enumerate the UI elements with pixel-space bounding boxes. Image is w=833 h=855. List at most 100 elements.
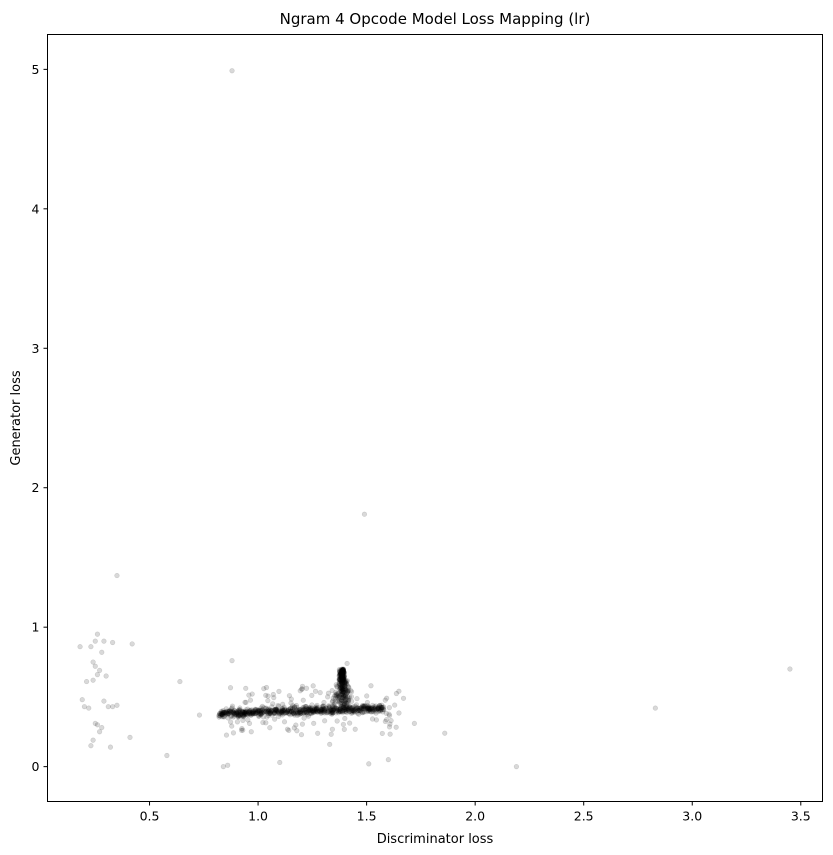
data-point	[346, 708, 353, 714]
data-point	[310, 683, 316, 689]
data-point	[326, 705, 332, 711]
data-point	[261, 709, 268, 715]
data-point	[338, 689, 344, 695]
data-point	[247, 707, 253, 714]
data-point	[239, 711, 245, 717]
data-point	[342, 679, 348, 685]
data-point	[276, 711, 282, 717]
data-point	[110, 704, 116, 710]
data-point	[218, 708, 224, 715]
data-point	[248, 711, 255, 717]
data-point	[352, 703, 358, 709]
data-point	[381, 704, 387, 710]
data-point	[343, 687, 349, 693]
data-point	[242, 712, 248, 718]
data-point	[236, 711, 242, 717]
data-point	[340, 674, 347, 681]
data-point	[373, 703, 379, 709]
data-point	[259, 706, 266, 713]
data-point	[380, 709, 386, 715]
data-point	[341, 673, 347, 679]
data-point	[343, 697, 349, 703]
data-point	[343, 680, 350, 686]
data-point	[383, 710, 389, 716]
data-point	[308, 708, 314, 714]
data-point	[375, 706, 382, 712]
data-point	[339, 673, 346, 679]
data-point	[386, 724, 393, 730]
data-point	[311, 706, 318, 712]
data-point	[310, 709, 316, 716]
data-point	[301, 706, 307, 712]
data-point	[359, 705, 365, 711]
data-point	[243, 709, 249, 715]
data-point	[239, 709, 246, 715]
data-point	[241, 709, 247, 715]
data-point	[263, 705, 269, 711]
data-point	[350, 705, 356, 711]
data-point	[299, 721, 306, 727]
data-point	[289, 711, 295, 717]
data-point	[375, 705, 381, 712]
data-point	[342, 693, 348, 699]
data-point	[364, 702, 371, 709]
data-point	[341, 669, 347, 675]
data-point	[339, 683, 345, 689]
data-point	[337, 669, 343, 675]
data-point	[319, 706, 325, 713]
data-point	[337, 684, 344, 691]
data-point	[338, 666, 344, 673]
data-point	[280, 707, 286, 713]
data-point	[340, 670, 346, 676]
data-point	[329, 708, 335, 715]
data-point	[330, 707, 336, 713]
data-point	[340, 671, 346, 677]
data-point	[343, 691, 349, 697]
data-point	[255, 707, 261, 713]
data-point	[263, 692, 269, 698]
data-point	[245, 712, 251, 718]
data-point	[250, 711, 256, 717]
data-point	[359, 706, 365, 712]
data-point	[263, 708, 269, 714]
data-point	[340, 710, 346, 716]
data-point	[264, 714, 270, 720]
data-point	[329, 726, 335, 732]
data-point	[278, 709, 284, 715]
data-point	[294, 707, 300, 714]
data-point	[307, 706, 313, 712]
data-point	[340, 695, 347, 701]
x-tick-label: 0.5	[140, 809, 160, 824]
data-point	[341, 701, 348, 707]
data-point	[286, 727, 292, 733]
data-point	[301, 710, 307, 716]
data-point	[272, 716, 278, 722]
data-point	[88, 644, 94, 650]
data-point	[237, 707, 243, 713]
data-point	[246, 709, 252, 715]
data-point	[284, 726, 291, 732]
data-point	[314, 708, 321, 714]
data-point	[240, 712, 246, 718]
data-point	[225, 711, 231, 717]
data-point	[370, 709, 377, 715]
data-point	[345, 700, 351, 706]
data-point	[261, 708, 268, 714]
data-point	[223, 732, 230, 738]
data-point	[361, 511, 368, 517]
data-point	[377, 702, 383, 708]
data-point	[269, 708, 275, 714]
data-point	[257, 707, 263, 714]
data-point	[286, 708, 293, 715]
data-point	[365, 706, 371, 712]
data-point	[339, 689, 345, 695]
data-point	[355, 707, 361, 713]
data-point	[338, 703, 345, 710]
data-point	[265, 698, 271, 704]
data-point	[283, 710, 289, 716]
data-point	[329, 709, 335, 715]
data-point	[267, 710, 273, 716]
data-point	[110, 639, 116, 646]
data-point	[338, 673, 345, 680]
data-point	[250, 709, 256, 715]
